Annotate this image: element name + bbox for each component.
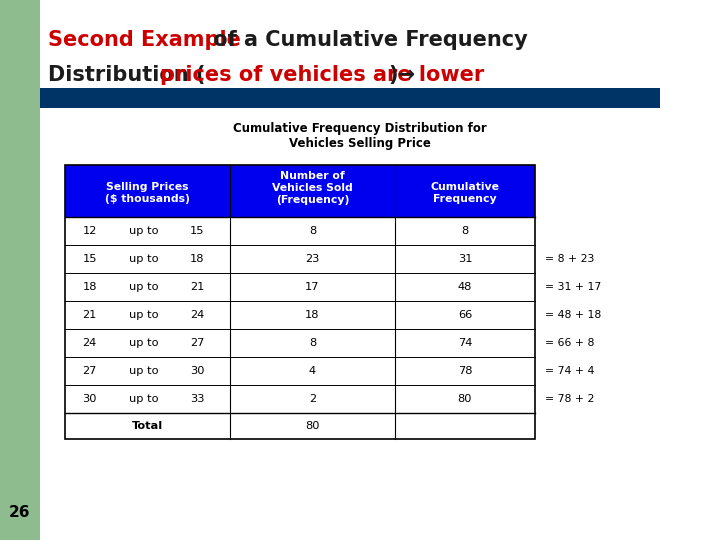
Text: 4: 4 <box>309 366 316 376</box>
Text: Selling Prices
($ thousands): Selling Prices ($ thousands) <box>105 182 190 204</box>
Bar <box>65 301 535 329</box>
Text: 80: 80 <box>458 394 472 404</box>
Text: 21: 21 <box>83 310 97 320</box>
Bar <box>65 217 535 245</box>
Text: up to: up to <box>130 394 159 404</box>
Text: = 78 + 2: = 78 + 2 <box>545 394 595 404</box>
Text: 24: 24 <box>83 338 97 348</box>
Text: 18: 18 <box>305 310 320 320</box>
Bar <box>65 385 535 413</box>
Text: 30: 30 <box>83 394 97 404</box>
Text: Cumulative
Frequency: Cumulative Frequency <box>431 182 500 204</box>
Text: 17: 17 <box>305 282 320 292</box>
Text: 27: 27 <box>83 366 97 376</box>
Bar <box>65 273 535 301</box>
Text: = 74 + 4: = 74 + 4 <box>545 366 595 376</box>
Bar <box>65 413 535 439</box>
Text: up to: up to <box>130 282 159 292</box>
Text: up to: up to <box>130 310 159 320</box>
Text: )→: )→ <box>388 65 415 85</box>
Text: Total: Total <box>132 421 163 431</box>
Text: 31: 31 <box>458 254 472 264</box>
Text: prices of vehicles are lower: prices of vehicles are lower <box>160 65 485 85</box>
Text: 18: 18 <box>83 282 97 292</box>
Text: 8: 8 <box>309 338 316 348</box>
Text: 21: 21 <box>190 282 204 292</box>
Text: Vehicles Selling Price: Vehicles Selling Price <box>289 137 431 150</box>
Text: of a Cumulative Frequency: of a Cumulative Frequency <box>206 30 528 50</box>
Text: Distribution (: Distribution ( <box>48 65 205 85</box>
Text: = 66 + 8: = 66 + 8 <box>545 338 595 348</box>
Text: 8: 8 <box>462 226 469 236</box>
Text: = 8 + 23: = 8 + 23 <box>545 254 595 264</box>
Bar <box>65 165 535 439</box>
Bar <box>65 165 535 217</box>
Text: 33: 33 <box>190 394 204 404</box>
Text: 24: 24 <box>190 310 204 320</box>
Bar <box>0 0 40 540</box>
Text: up to: up to <box>130 254 159 264</box>
Text: 15: 15 <box>190 226 204 236</box>
Text: up to: up to <box>130 366 159 376</box>
Text: 30: 30 <box>190 366 204 376</box>
Text: 8: 8 <box>309 226 316 236</box>
Text: 66: 66 <box>458 310 472 320</box>
Text: 18: 18 <box>190 254 204 264</box>
Text: = 48 + 18: = 48 + 18 <box>545 310 601 320</box>
Bar <box>65 357 535 385</box>
Text: Second Example: Second Example <box>48 30 241 50</box>
Bar <box>65 245 535 273</box>
Text: 48: 48 <box>458 282 472 292</box>
Text: up to: up to <box>130 226 159 236</box>
Text: 27: 27 <box>190 338 204 348</box>
Text: 26: 26 <box>9 505 31 520</box>
Text: Cumulative Frequency Distribution for: Cumulative Frequency Distribution for <box>233 122 487 135</box>
Text: 12: 12 <box>83 226 97 236</box>
Text: 74: 74 <box>458 338 472 348</box>
Text: 2: 2 <box>309 394 316 404</box>
Text: 15: 15 <box>83 254 97 264</box>
Bar <box>40 88 660 108</box>
Text: up to: up to <box>130 338 159 348</box>
Text: Number of
Vehicles Sold
(Frequency): Number of Vehicles Sold (Frequency) <box>272 171 353 205</box>
Text: 23: 23 <box>305 254 320 264</box>
Text: = 31 + 17: = 31 + 17 <box>545 282 601 292</box>
Text: 80: 80 <box>305 421 320 431</box>
Text: 78: 78 <box>458 366 472 376</box>
Bar <box>65 329 535 357</box>
